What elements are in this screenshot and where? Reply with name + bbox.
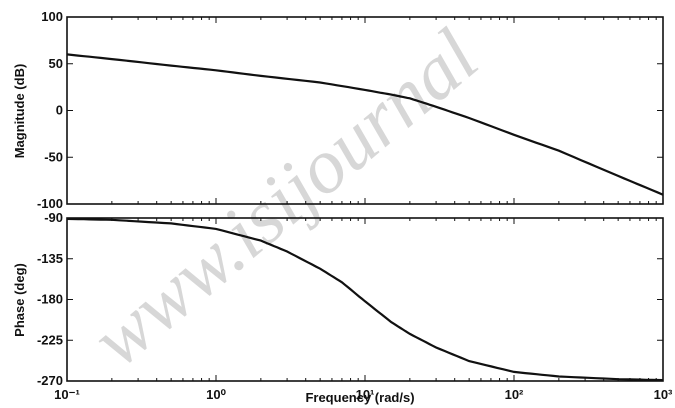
phase-x-tick-label: 10³ (654, 387, 673, 402)
magnitude-y-tick-label: -50 (44, 149, 63, 164)
magnitude-panel: 100 50 0 -50 -100 (37, 9, 664, 211)
magnitude-ylabel: Magnitude (dB) (12, 64, 27, 159)
phase-y-tick-label: -270 (37, 373, 63, 388)
magnitude-y-tick-label: 50 (49, 56, 63, 71)
phase-x-tick-label: 10¹ (356, 387, 375, 402)
phase-y-tick-label: -90 (44, 210, 63, 225)
phase-x-tick-label: 10² (505, 387, 524, 402)
magnitude-y-tick-label: 0 (56, 103, 63, 118)
phase-y-tick-label: -135 (37, 251, 63, 266)
phase-y-tick-label: -180 (37, 292, 63, 307)
x-axis-label: Frequency (rad/s) (305, 390, 414, 405)
magnitude-curve (66, 53, 664, 196)
phase-curve (66, 217, 664, 382)
phase-ylabel: Phase (deg) (12, 263, 27, 337)
watermark: www.isijournal (75, 12, 493, 383)
phase-x-tick-label: 10⁻¹ (54, 387, 80, 402)
magnitude-y-tick-label: 100 (41, 9, 63, 24)
phase-x-tick-label: 10⁰ (206, 387, 226, 402)
magnitude-y-tick-label: -100 (37, 196, 63, 211)
phase-y-tick-label: -225 (37, 332, 63, 347)
